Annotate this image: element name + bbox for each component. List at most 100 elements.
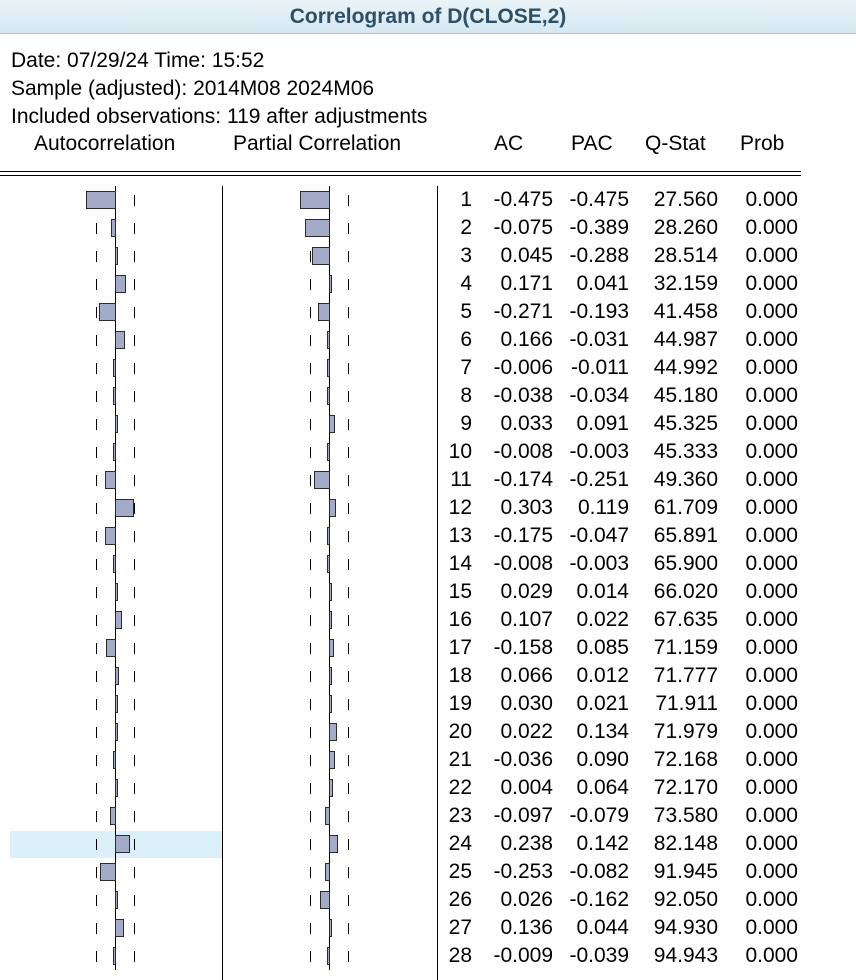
lag-cell: 4 xyxy=(460,272,472,295)
prob-value: 0.000 xyxy=(745,412,798,435)
ac-confidence-tick-left xyxy=(96,307,97,318)
pac-confidence-tick-left xyxy=(310,671,311,682)
pac-confidence-tick-left xyxy=(310,503,311,514)
ac-bar xyxy=(115,667,119,685)
qstat-value: 44.992 xyxy=(653,356,718,379)
table-row[interactable]: 4 0.171 0.041 32.159 0.000 xyxy=(0,270,856,298)
ac-value: 0.066 xyxy=(500,664,553,687)
pac-value: 0.134 xyxy=(576,720,629,743)
table-row[interactable]: 12 0.303 0.119 61.709 0.000 xyxy=(0,494,856,522)
table-row[interactable]: 21 -0.036 0.090 72.168 0.000 xyxy=(0,746,856,774)
lag-cell: 20 xyxy=(448,720,472,743)
lag-cell: 7 xyxy=(460,356,472,379)
ac-confidence-tick-left xyxy=(96,895,97,906)
table-row[interactable]: 27 0.136 0.044 94.930 0.000 xyxy=(0,914,856,942)
pac-confidence-tick-left xyxy=(310,867,311,878)
table-row[interactable]: 19 0.030 0.021 71.911 0.000 xyxy=(0,690,856,718)
table-row[interactable]: 10 -0.008 -0.003 45.333 0.000 xyxy=(0,438,856,466)
pac-confidence-tick-right xyxy=(348,587,349,598)
lag-cell: 11 xyxy=(450,468,472,491)
ac-value: -0.158 xyxy=(493,636,553,659)
table-row[interactable]: 28 -0.009 -0.039 94.943 0.000 xyxy=(0,942,856,970)
qstat-value: 92.050 xyxy=(653,888,718,911)
ac-confidence-tick-left xyxy=(96,811,97,822)
ac-bar xyxy=(113,751,116,769)
ac-confidence-tick-right xyxy=(134,419,135,430)
ac-confidence-tick-left xyxy=(96,279,97,290)
lag-cell: 24 xyxy=(448,832,472,855)
pac-confidence-tick-left xyxy=(310,643,311,654)
ac-confidence-tick-left xyxy=(96,587,97,598)
table-row[interactable]: 8 -0.038 -0.034 45.180 0.000 xyxy=(0,382,856,410)
table-row[interactable]: 3 0.045 -0.288 28.514 0.000 xyxy=(0,242,856,270)
table-row[interactable]: 18 0.066 0.012 71.777 0.000 xyxy=(0,662,856,690)
ac-confidence-tick-right xyxy=(134,727,135,738)
pac-bar xyxy=(329,835,338,853)
table-row[interactable]: 25 -0.253 -0.082 91.945 0.000 xyxy=(0,858,856,886)
pac-confidence-tick-right xyxy=(348,447,349,458)
table-row[interactable]: 5 -0.271 -0.193 41.458 0.000 xyxy=(0,298,856,326)
ac-value: 0.303 xyxy=(500,496,553,519)
table-row[interactable]: 13 -0.175 -0.047 65.891 0.000 xyxy=(0,522,856,550)
ac-value: -0.075 xyxy=(493,216,553,239)
table-row[interactable]: 22 0.004 0.064 72.170 0.000 xyxy=(0,774,856,802)
ac-value: -0.271 xyxy=(493,300,553,323)
table-row[interactable]: 2 -0.075 -0.389 28.260 0.000 xyxy=(0,214,856,242)
prob-value: 0.000 xyxy=(745,608,798,631)
table-row[interactable]: 6 0.166 -0.031 44.987 0.000 xyxy=(0,326,856,354)
ac-value: -0.036 xyxy=(493,748,553,771)
pac-bar xyxy=(325,807,330,825)
table-row[interactable]: 9 0.033 0.091 45.325 0.000 xyxy=(0,410,856,438)
qstat-header: Q-Stat xyxy=(645,132,706,155)
table-row[interactable]: 15 0.029 0.014 66.020 0.000 xyxy=(0,578,856,606)
table-row[interactable]: 14 -0.008 -0.003 65.900 0.000 xyxy=(0,550,856,578)
ac-confidence-tick-right xyxy=(134,587,135,598)
ac-confidence-tick-right xyxy=(134,671,135,682)
ac-bar xyxy=(115,723,118,741)
pac-confidence-tick-right xyxy=(348,419,349,430)
divider-ac-pac xyxy=(222,186,223,980)
table-row[interactable]: 16 0.107 0.022 67.635 0.000 xyxy=(0,606,856,634)
ac-confidence-tick-left xyxy=(96,643,97,654)
pac-confidence-tick-left xyxy=(310,363,311,374)
qstat-value: 67.635 xyxy=(653,608,718,631)
pac-confidence-tick-right xyxy=(348,671,349,682)
table-row[interactable]: 1 -0.475 -0.475 27.560 0.000 xyxy=(0,186,856,214)
qstat-value: 71.159 xyxy=(653,636,718,659)
pac-confidence-tick-right xyxy=(348,475,349,486)
table-row[interactable]: 24 0.238 0.142 82.148 0.000 xyxy=(0,830,856,858)
table-row[interactable]: 17 -0.158 0.085 71.159 0.000 xyxy=(0,634,856,662)
pac-value: -0.082 xyxy=(569,860,629,883)
qstat-value: 32.159 xyxy=(653,272,718,295)
prob-value: 0.000 xyxy=(745,692,798,715)
qstat-value: 71.979 xyxy=(653,720,718,743)
ac-value: 0.026 xyxy=(500,888,553,911)
table-row[interactable]: 11 -0.174 -0.251 49.360 0.000 xyxy=(0,466,856,494)
pac-confidence-tick-right xyxy=(348,307,349,318)
ac-bar xyxy=(115,499,134,517)
ac-confidence-tick-left xyxy=(96,475,97,486)
pac-confidence-tick-right xyxy=(348,811,349,822)
table-row[interactable]: 23 -0.097 -0.079 73.580 0.000 xyxy=(0,802,856,830)
partial-correlation-header: Partial Correlation xyxy=(233,132,402,155)
pac-bar xyxy=(329,779,333,797)
pac-bar xyxy=(329,919,332,937)
table-row[interactable]: 26 0.026 -0.162 92.050 0.000 xyxy=(0,886,856,914)
pac-confidence-tick-left xyxy=(310,307,311,318)
table-row[interactable]: 20 0.022 0.134 71.979 0.000 xyxy=(0,718,856,746)
ac-confidence-tick-right xyxy=(134,699,135,710)
pac-bar xyxy=(329,723,337,741)
ac-value: -0.253 xyxy=(493,860,553,883)
pac-confidence-tick-left xyxy=(310,727,311,738)
pac-bar xyxy=(329,415,335,433)
lag-cell: 15 xyxy=(448,580,472,603)
ac-bar xyxy=(115,583,118,601)
table-row[interactable]: 7 -0.006 -0.011 44.992 0.000 xyxy=(0,354,856,382)
pac-value: -0.031 xyxy=(569,328,629,351)
pac-bar xyxy=(327,555,330,573)
ac-confidence-tick-right xyxy=(134,531,135,542)
ac-confidence-tick-right xyxy=(134,307,135,318)
ac-confidence-tick-left xyxy=(96,391,97,402)
qstat-value: 71.911 xyxy=(655,692,718,715)
pac-bar xyxy=(320,891,330,909)
